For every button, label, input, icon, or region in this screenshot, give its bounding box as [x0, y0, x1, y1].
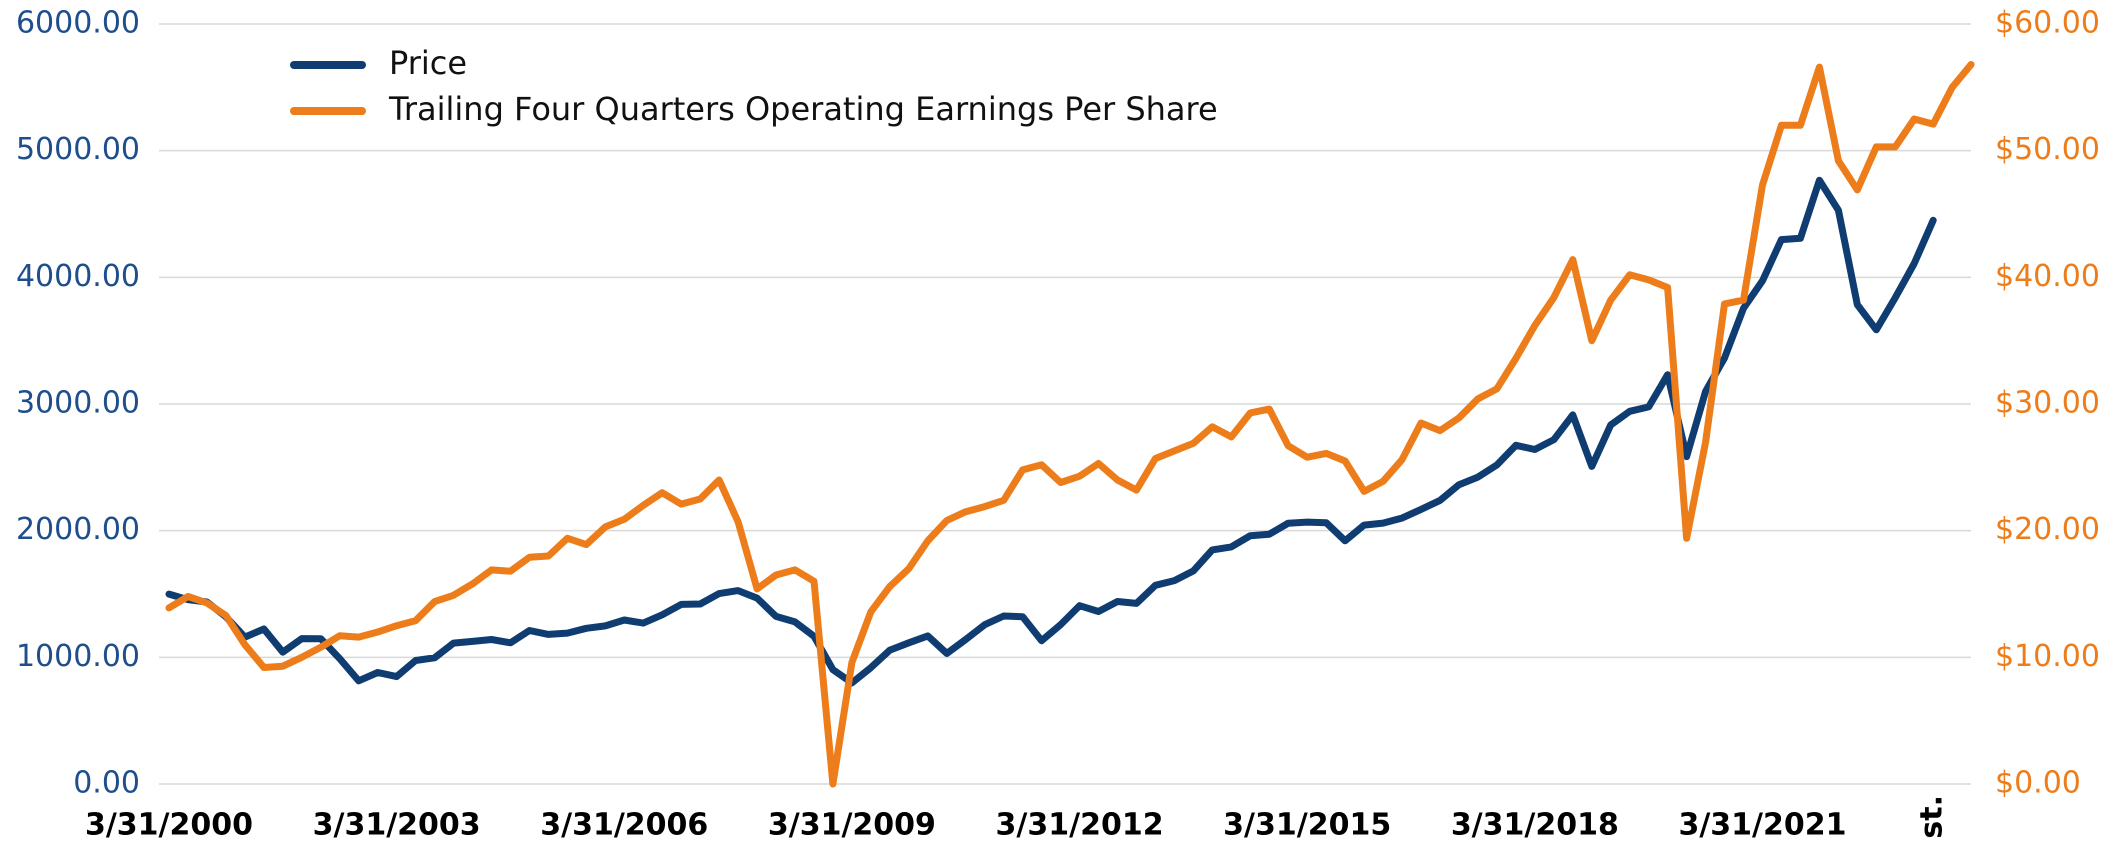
x-tick-label: 3/31/2003 — [313, 808, 481, 843]
y-tick-label: 2000.00 — [16, 512, 140, 547]
y-tick-label: 6000.00 — [16, 6, 140, 41]
legend-label: Price — [389, 44, 467, 82]
x-tick-label: 3/31/2006 — [540, 808, 708, 843]
y2-tick-label: $10.00 — [1995, 639, 2100, 674]
x-tick-label: 3/31/2012 — [996, 808, 1164, 843]
y2-tick-label: $50.00 — [1995, 132, 2100, 167]
y-tick-label: 1000.00 — [16, 639, 140, 674]
x-tick-label: st. — [1915, 795, 1950, 839]
x-tick-label: 3/31/2015 — [1223, 808, 1391, 843]
y2-tick-label: $30.00 — [1995, 386, 2100, 421]
x-tick-label: 3/31/2009 — [768, 808, 936, 843]
y2-tick-label: $0.00 — [1995, 766, 2081, 801]
y2-tick-label: $20.00 — [1995, 512, 2100, 547]
y-tick-label: 3000.00 — [16, 386, 140, 421]
x-tick-label: 3/31/2018 — [1451, 808, 1619, 843]
y-tick-label: 5000.00 — [16, 132, 140, 167]
y2-tick-label: $60.00 — [1995, 6, 2100, 41]
y-tick-label: 4000.00 — [16, 259, 140, 294]
series-line — [165, 176, 1937, 687]
legend-label: Trailing Four Quarters Operating Earning… — [388, 90, 1218, 128]
y2-tick-label: $40.00 — [1995, 259, 2100, 294]
y-tick-label: 0.00 — [73, 766, 140, 801]
x-tick-label: 3/31/2000 — [85, 808, 253, 843]
x-tick-label: 3/31/2021 — [1678, 808, 1846, 843]
series-line — [165, 61, 1975, 788]
